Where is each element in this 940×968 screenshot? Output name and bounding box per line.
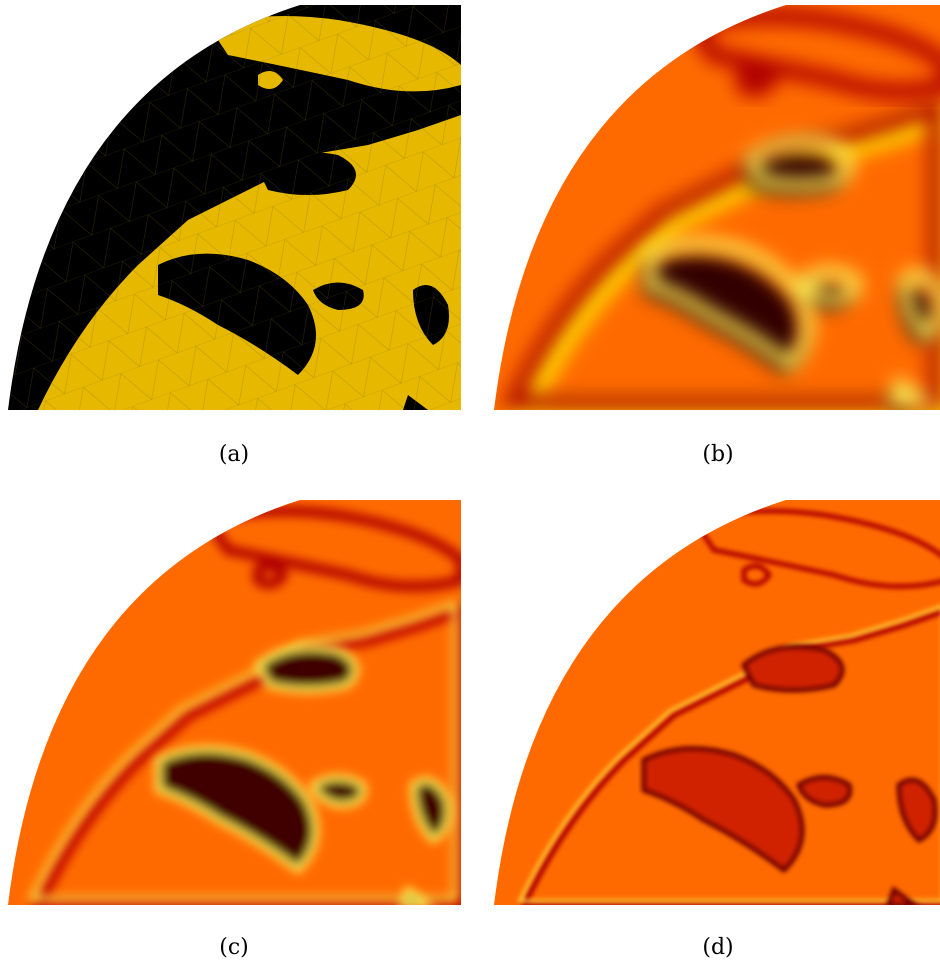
panel-label: (b) [702,442,733,467]
panel-label: (d) [702,935,733,960]
mesh [8,5,461,410]
panel-label: (c) [219,935,249,960]
panel-b-image [494,5,940,410]
panel-c-image [8,500,461,905]
panel-a-image [8,5,461,410]
panel-d-image [494,500,940,905]
background [494,500,940,905]
panel-label: (a) [219,442,249,467]
